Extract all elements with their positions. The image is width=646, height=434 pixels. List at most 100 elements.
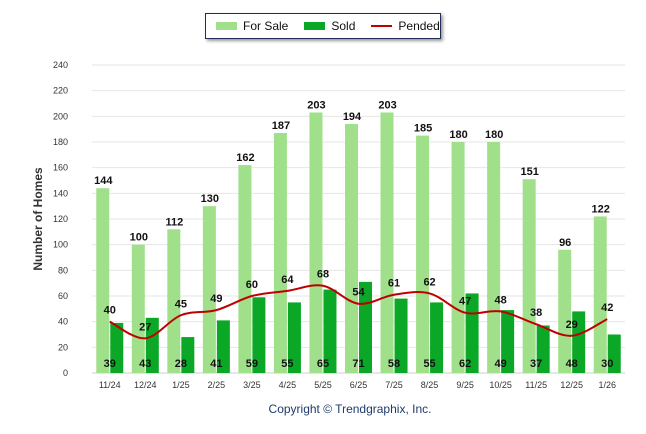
bar-sold xyxy=(536,325,550,373)
sold-data-label: 55 xyxy=(281,358,293,370)
bar-for-sale xyxy=(558,249,572,373)
y-tick-label: 120 xyxy=(53,214,68,224)
sold-data-label: 59 xyxy=(246,358,258,370)
pended-data-label: 38 xyxy=(530,307,542,319)
for-sale-data-label: 100 xyxy=(130,232,148,244)
x-tick-label: 4/25 xyxy=(279,380,297,390)
y-tick-label: 200 xyxy=(53,111,68,121)
sold-data-label: 65 xyxy=(317,358,329,370)
x-tick-label: 11/25 xyxy=(525,380,547,390)
bar-for-sale xyxy=(167,229,181,373)
bar-sold xyxy=(394,298,408,373)
chart-legend: For Sale Sold Pended xyxy=(205,13,441,39)
copyright-text: Copyright © Trendgraphix, Inc. xyxy=(268,402,432,416)
for-sale-data-label: 187 xyxy=(272,120,290,132)
x-tick-label: 5/25 xyxy=(314,380,332,390)
sold-swatch xyxy=(304,22,326,30)
pended-swatch xyxy=(371,25,393,27)
y-tick-label: 40 xyxy=(58,317,68,327)
x-tick-label: 1/25 xyxy=(172,380,190,390)
sold-data-label: 55 xyxy=(423,358,435,370)
y-tick-label: 240 xyxy=(53,60,68,70)
legend-label-for-sale: For Sale xyxy=(243,19,289,33)
bar-sold xyxy=(607,334,621,373)
sold-data-label: 43 xyxy=(139,358,151,370)
sold-data-label: 58 xyxy=(388,358,400,370)
pended-data-label: 29 xyxy=(566,319,578,331)
pended-line xyxy=(109,284,608,340)
bar-for-sale xyxy=(345,124,358,374)
x-tick-label: 10/25 xyxy=(489,380,512,390)
pended-data-label: 49 xyxy=(210,293,222,305)
sold-data-label: 71 xyxy=(352,358,364,370)
bar-for-sale xyxy=(96,188,110,373)
pended-data-label: 61 xyxy=(388,278,400,290)
y-tick-label: 220 xyxy=(53,86,68,96)
for-sale-swatch xyxy=(216,22,237,30)
bar-for-sale xyxy=(593,216,607,373)
pended-data-label: 64 xyxy=(281,274,294,286)
pended-data-label: 60 xyxy=(246,279,258,291)
for-sale-data-label: 122 xyxy=(592,203,610,215)
for-sale-data-label: 96 xyxy=(559,237,571,249)
pended-data-label: 48 xyxy=(495,294,507,306)
sold-data-label: 39 xyxy=(104,358,116,370)
y-tick-label: 160 xyxy=(53,163,68,173)
y-tick-label: 180 xyxy=(53,137,68,147)
pended-data-label: 45 xyxy=(175,298,187,310)
bar-sold xyxy=(287,302,301,373)
x-tick-label: 12/24 xyxy=(134,380,157,390)
y-tick-label: 0 xyxy=(63,368,68,378)
bar-for-sale xyxy=(238,165,252,373)
legend-item-sold: Sold xyxy=(304,19,355,33)
bar-for-sale xyxy=(487,142,501,373)
bar-for-sale xyxy=(522,179,536,373)
bar-sold xyxy=(501,310,515,373)
sold-data-label: 28 xyxy=(175,358,187,370)
sold-data-label: 49 xyxy=(495,358,507,370)
x-tick-label: 2/25 xyxy=(208,380,226,390)
legend-item-pended: Pended xyxy=(371,19,440,33)
bar-for-sale xyxy=(273,133,287,373)
x-tick-label: 1/26 xyxy=(598,380,616,390)
for-sale-data-label: 203 xyxy=(378,99,396,111)
pended-data-label: 62 xyxy=(423,276,435,288)
pended-data-label: 47 xyxy=(459,296,471,308)
for-sale-data-label: 162 xyxy=(236,152,254,164)
bar-sold xyxy=(181,337,195,373)
x-tick-label: 6/25 xyxy=(350,380,368,390)
bar-for-sale xyxy=(451,142,465,373)
pended-data-label: 40 xyxy=(104,305,116,317)
x-tick-label: 12/25 xyxy=(560,380,583,390)
bar-sold xyxy=(110,322,124,373)
sold-data-label: 37 xyxy=(530,358,542,370)
for-sale-data-label: 130 xyxy=(201,193,219,205)
x-tick-label: 3/25 xyxy=(243,380,261,390)
bar-sold xyxy=(323,289,337,373)
legend-label-pended: Pended xyxy=(398,19,440,33)
y-tick-label: 80 xyxy=(58,265,68,275)
bar-for-sale xyxy=(131,244,145,373)
bar-sold xyxy=(252,297,266,373)
x-tick-label: 9/25 xyxy=(456,380,474,390)
for-sale-data-label: 144 xyxy=(94,175,113,187)
x-tick-label: 11/24 xyxy=(99,380,121,390)
bar-for-sale xyxy=(202,206,216,373)
for-sale-data-label: 151 xyxy=(520,166,538,178)
bar-sold xyxy=(572,311,586,373)
legend-label-sold: Sold xyxy=(331,19,356,33)
pended-data-label: 68 xyxy=(317,269,329,281)
for-sale-data-label: 194 xyxy=(343,111,362,123)
sold-data-label: 62 xyxy=(459,358,471,370)
bar-for-sale xyxy=(309,112,323,373)
sold-data-label: 30 xyxy=(601,358,613,370)
bar-for-sale xyxy=(380,112,394,373)
for-sale-data-label: 185 xyxy=(414,123,432,135)
sold-data-label: 41 xyxy=(210,358,222,370)
bar-sold xyxy=(145,317,159,373)
y-tick-label: 60 xyxy=(58,291,68,301)
bar-sold xyxy=(430,302,444,373)
for-sale-data-label: 180 xyxy=(485,129,503,141)
for-sale-data-label: 203 xyxy=(307,99,325,111)
